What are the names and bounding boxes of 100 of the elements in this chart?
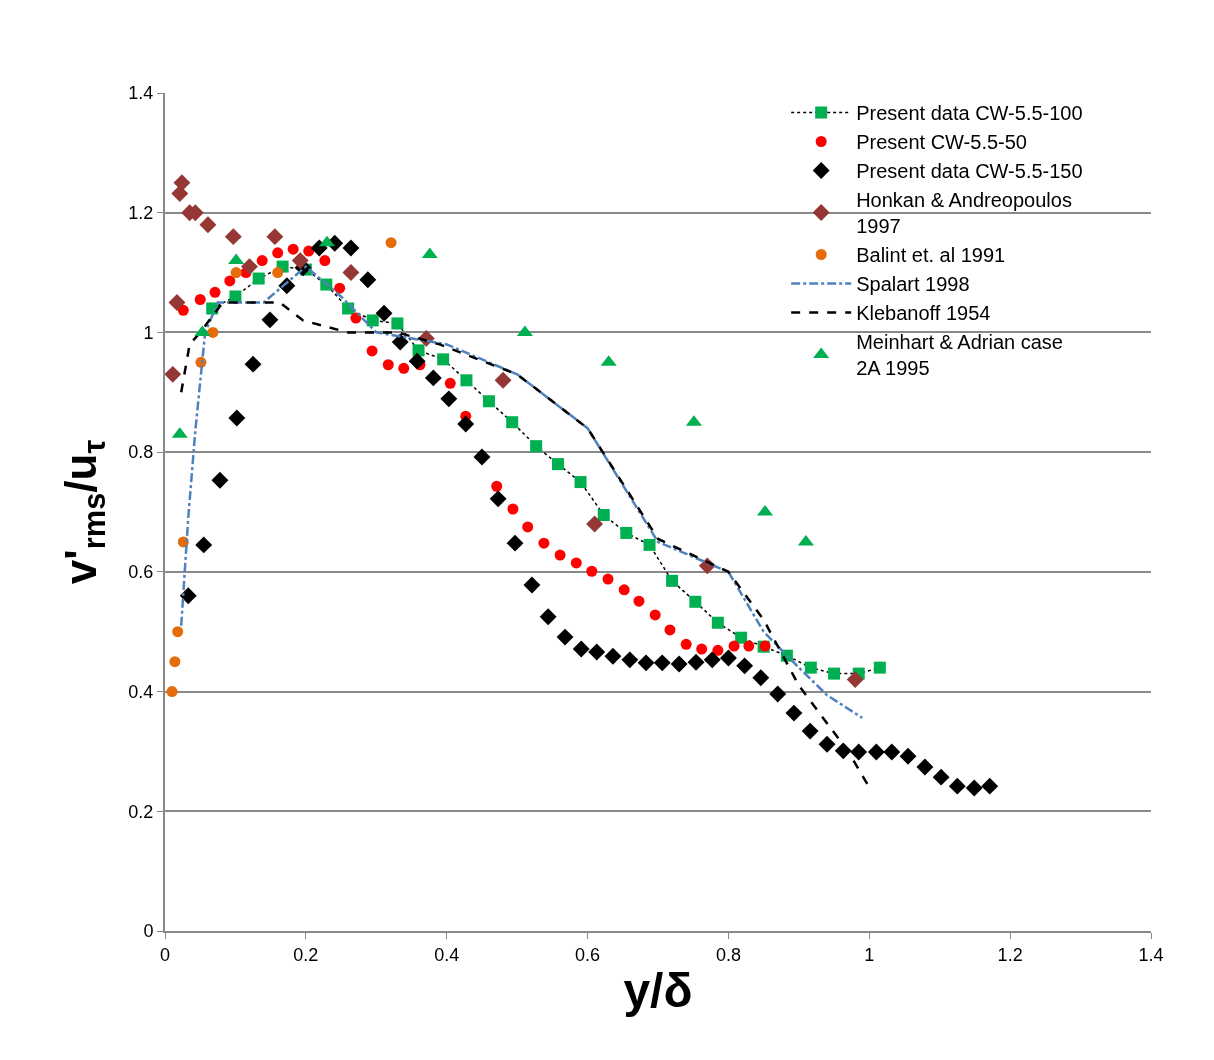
- legend-label: Balint et. al 1991: [856, 244, 1006, 267]
- point: [586, 565, 598, 577]
- point: [252, 272, 265, 285]
- point: [736, 657, 754, 675]
- point: [769, 685, 787, 703]
- point: [604, 647, 622, 665]
- y-tick-label: 0.4: [128, 681, 154, 702]
- point: [491, 480, 503, 492]
- legend-label: Present data CW-5.5-150: [856, 160, 1083, 183]
- point: [391, 333, 409, 351]
- point: [538, 537, 550, 549]
- y-tick-label: 0: [143, 921, 154, 942]
- point: [523, 576, 541, 594]
- point: [932, 768, 950, 786]
- point: [506, 534, 524, 552]
- point: [867, 743, 885, 761]
- point: [556, 628, 574, 646]
- point: [670, 655, 688, 673]
- point: [460, 374, 473, 387]
- point: [948, 777, 966, 795]
- y-tick-label: 1.2: [128, 203, 154, 224]
- point: [440, 390, 458, 408]
- point: [287, 243, 299, 255]
- point: [846, 671, 864, 689]
- point: [801, 722, 819, 740]
- point: [785, 704, 803, 722]
- point: [230, 267, 242, 279]
- point: [570, 557, 582, 569]
- point: [209, 286, 221, 298]
- point: [873, 661, 886, 674]
- point: [621, 651, 639, 669]
- point: [680, 638, 692, 650]
- point: [643, 538, 656, 551]
- point: [637, 654, 655, 672]
- x-tick-label: 0.2: [293, 944, 319, 965]
- point: [804, 661, 817, 674]
- point: [359, 271, 377, 289]
- point: [366, 345, 378, 357]
- point: [207, 326, 219, 338]
- point: [916, 758, 934, 776]
- point: [168, 294, 186, 311]
- x-axis-title: y/δ: [623, 964, 693, 1018]
- point: [228, 409, 246, 427]
- point: [412, 344, 425, 357]
- point: [266, 228, 284, 246]
- point: [965, 779, 983, 797]
- point: [195, 536, 213, 554]
- point: [712, 644, 724, 656]
- point: [554, 549, 566, 561]
- point: [649, 609, 661, 621]
- point: [272, 247, 284, 259]
- point: [883, 743, 901, 761]
- y-tick-label: 0.2: [128, 801, 154, 822]
- point: [850, 743, 868, 761]
- legend-label: Klebanoff 1954: [856, 302, 991, 325]
- point: [334, 282, 346, 294]
- point: [719, 649, 737, 667]
- point: [507, 503, 519, 515]
- point: [522, 521, 534, 533]
- point: [437, 353, 450, 366]
- point: [899, 747, 917, 765]
- point: [711, 616, 724, 629]
- point: [473, 448, 491, 466]
- x-tick-label: 1: [864, 944, 875, 965]
- point: [689, 595, 702, 608]
- point: [177, 304, 189, 316]
- point: [382, 359, 394, 371]
- point: [687, 653, 705, 671]
- point: [530, 440, 543, 453]
- point: [224, 275, 236, 287]
- point: [424, 369, 442, 387]
- x-tick-label: 0.8: [715, 944, 741, 965]
- point: [164, 365, 182, 383]
- point: [489, 490, 507, 508]
- point: [618, 584, 630, 596]
- point: [391, 317, 404, 330]
- point: [494, 371, 512, 389]
- point: [291, 252, 309, 270]
- point: [194, 294, 206, 306]
- point: [444, 377, 456, 389]
- x-tick-label: 1.4: [1138, 944, 1164, 965]
- y-tick-label: 1.4: [128, 83, 154, 104]
- point: [482, 395, 495, 408]
- point: [664, 624, 676, 636]
- point: [166, 686, 178, 698]
- legend-label: Spalart 1998: [856, 273, 970, 296]
- point: [703, 651, 721, 669]
- point: [272, 267, 284, 279]
- point: [385, 237, 397, 249]
- y-tick-label: 0.8: [128, 442, 154, 463]
- point: [572, 640, 590, 658]
- point: [256, 255, 268, 267]
- point: [633, 595, 645, 607]
- point: [179, 587, 197, 605]
- point: [586, 515, 604, 533]
- point: [319, 255, 331, 267]
- point: [199, 216, 217, 234]
- point: [653, 654, 671, 672]
- point: [728, 640, 740, 652]
- x-tick-label: 0.6: [575, 944, 601, 965]
